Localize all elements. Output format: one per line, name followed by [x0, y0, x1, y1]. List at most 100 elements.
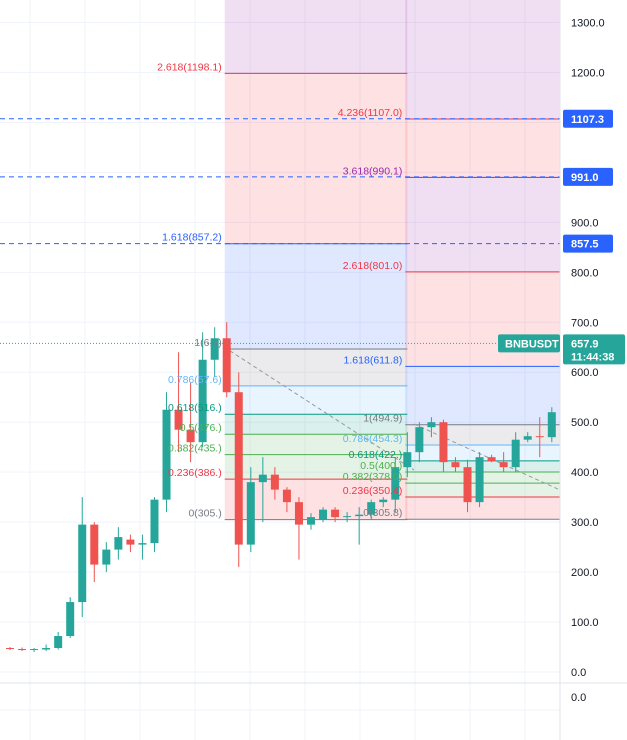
price-tick-label: 900.0: [571, 217, 599, 229]
fib-trendline-1[interactable]: [223, 346, 415, 471]
price-tag: [563, 109, 613, 128]
candlestick-series: [6, 322, 568, 653]
candle-body: [427, 422, 436, 428]
last-price-tag: [563, 334, 625, 365]
candle-body: [66, 602, 75, 637]
last-price-label: 657.9: [571, 338, 599, 350]
price-tick-label: 500.0: [571, 417, 599, 429]
candle-body: [319, 509, 328, 520]
price-axis-ticks: 0.0 100.0 200.0 300.0 400.0 500.0 600.0 700.0 80…: [571, 18, 605, 679]
fib-trendline-2[interactable]: [413, 423, 561, 491]
price-tick-label: 800.0: [571, 267, 599, 279]
fib-zone-band: [224, 73, 408, 244]
fib-zone-band: [405, 177, 560, 272]
fib-zone-band: [224, 414, 408, 435]
candle-body: [535, 436, 544, 438]
fib-level-label: 0.786(57.6): [168, 374, 222, 386]
candle-body: [138, 543, 147, 545]
fib-level-label: 1.618(611.8): [344, 354, 403, 366]
candle-body: [90, 524, 99, 565]
candle-body: [270, 474, 279, 490]
candle-body: [78, 524, 87, 603]
candle-body: [391, 467, 400, 500]
fib-zone-band: [405, 366, 560, 425]
candle-body: [451, 462, 460, 468]
price-tag-label: 857.5: [571, 239, 599, 251]
candle-body: [150, 499, 159, 544]
candle-body: [475, 457, 484, 503]
fib-zone-top: [224, 0, 408, 74]
candle-body: [210, 338, 219, 360]
candle-body: [162, 409, 171, 500]
price-tick-label: 0.0: [571, 667, 586, 679]
candle-body: [198, 359, 207, 443]
candle-body: [30, 649, 39, 651]
price-axis[interactable]: 0.0 100.0 200.0 300.0 400.0 500.0 600.0 700.0 80…: [498, 0, 627, 740]
price-tick-label: 1300.0: [571, 18, 605, 30]
fib-level-label: 0.236(386.): [168, 467, 222, 479]
candle-body: [415, 427, 424, 453]
price-tag: [563, 234, 613, 253]
candle-body: [355, 514, 364, 517]
symbol-tag-label: BNBUSDT: [505, 338, 559, 350]
fib-zone-band: [405, 424, 560, 446]
fib-level-label: 0(305.8): [363, 507, 402, 519]
fib-level-label: 1.618(857.2): [162, 232, 222, 244]
fib-level-label: 0.382(378.0): [343, 471, 403, 483]
candle-body: [463, 467, 472, 503]
price-tick-label: 300.0: [571, 517, 599, 529]
fib-zone-top: [405, 0, 560, 119]
candle-body: [343, 516, 352, 518]
fib-zone-band: [224, 385, 408, 415]
candle-body: [439, 422, 448, 463]
bar-countdown-label: 11:44:38: [571, 351, 614, 363]
sub-pane-tick-label: 0.0: [571, 692, 586, 704]
sub-pane: 0.0: [0, 683, 586, 740]
price-tick-label: 1200.0: [571, 67, 605, 79]
fib-zone-band: [224, 243, 408, 350]
fib-level-label: 0.5(476.): [180, 422, 222, 434]
fib-level-label: 0.236(350.4): [343, 485, 403, 497]
fib-level-label: 0.618(422.): [349, 449, 403, 461]
candle-body: [246, 482, 255, 545]
fib-level-label: 2.618(801.0): [343, 260, 403, 272]
price-axis-tags: 1107.3 991.0 857.5 BNBUSDT 657.911:44:38: [498, 109, 625, 365]
fibonacci-level-labels: 2.618(1198.1) 1.618(857.2) 1(6.5) 0.786(57.…: [157, 61, 402, 519]
candle-body: [307, 517, 315, 525]
trend-lines[interactable]: [223, 346, 561, 491]
candle-body: [222, 338, 231, 393]
candle-body: [499, 462, 508, 468]
fib-level-label: 0.618(516.): [168, 402, 222, 414]
price-tag-label: 991.0: [571, 172, 599, 184]
candle-body: [186, 429, 195, 443]
candle-body: [234, 392, 243, 545]
fib-level-label: 1(494.9): [363, 413, 402, 425]
candle-body: [126, 539, 135, 545]
candle-body: [487, 457, 496, 462]
candle-body: [174, 409, 183, 430]
fib-level-label: 2.618(1198.1): [157, 61, 222, 73]
fib-level-label: 0(305.): [188, 508, 221, 520]
fib-zone-band: [405, 118, 560, 178]
candle-body: [547, 412, 556, 438]
horizontal-price-lines[interactable]: [0, 118, 560, 245]
fib-zone-band: [405, 496, 560, 520]
price-tag: [563, 167, 613, 186]
fib-level-label: 1(6.5): [194, 337, 221, 349]
price-tick-label: 700.0: [571, 317, 599, 329]
fib-zone-band: [224, 479, 408, 520]
candle-body: [102, 549, 111, 565]
fib-level-label: 3.618(990.1): [343, 165, 403, 177]
fib-zone-band: [224, 434, 408, 455]
candle-body: [54, 636, 63, 649]
price-tick-label: 100.0: [571, 617, 599, 629]
candle-body: [403, 452, 412, 468]
fib-level-label: 0.5(400.): [360, 460, 402, 472]
candle-body: [367, 502, 376, 515]
candle-body: [18, 649, 27, 651]
candle-body: [6, 648, 14, 650]
candle-body: [331, 509, 340, 518]
candle-body: [523, 436, 532, 440]
price-tick-label: 400.0: [571, 467, 599, 479]
